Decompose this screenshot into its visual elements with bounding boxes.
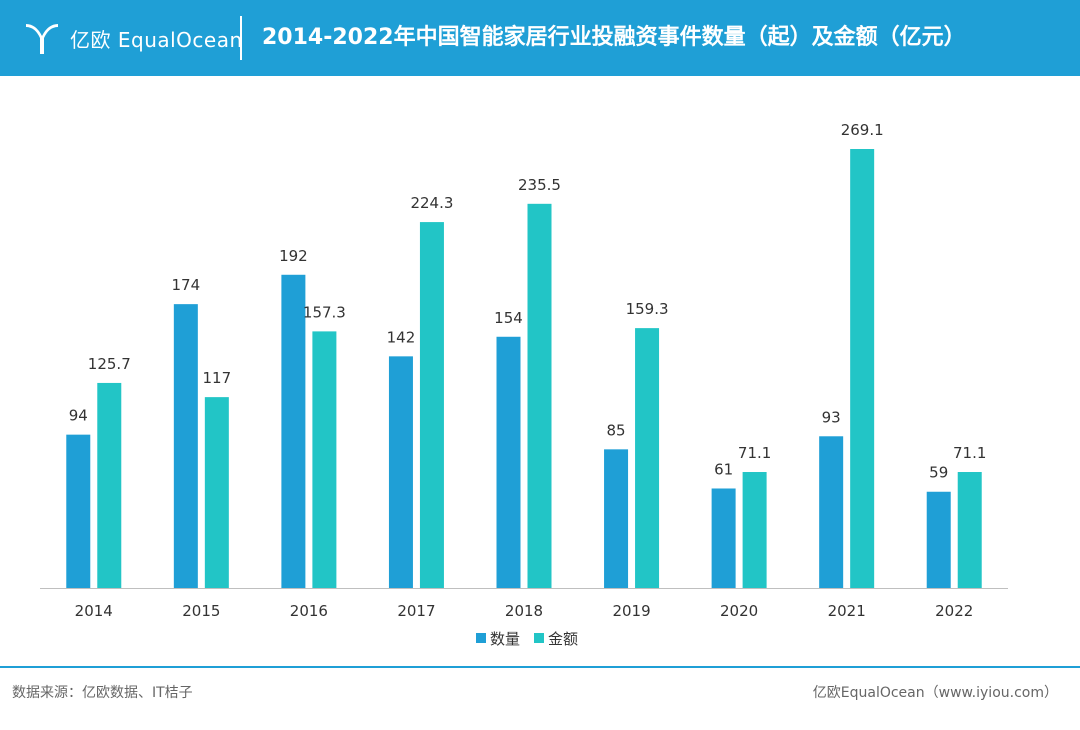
- header-bar: 亿欧 EqualOcean 2014-2022年中国智能家居行业投融资事件数量（…: [0, 0, 1080, 76]
- x-tick-label-2018: 2018: [505, 602, 543, 620]
- legend-label-amount: 金额: [548, 630, 578, 648]
- bar-count-2018: [496, 336, 521, 588]
- data-label-count-2016: 192: [279, 247, 308, 265]
- data-label-count-2019: 85: [607, 421, 626, 439]
- bar-amount-2014: [97, 382, 122, 588]
- data-label-count-2017: 142: [387, 328, 416, 346]
- bar-amount-2021: [850, 149, 875, 588]
- data-label-amount-2020: 71.1: [738, 444, 771, 462]
- data-label-count-2014: 94: [69, 407, 88, 425]
- data-source: 数据来源：亿欧数据、IT桔子: [12, 685, 193, 701]
- x-tick-label-2020: 2020: [720, 602, 758, 620]
- x-tick-label-2014: 2014: [75, 602, 113, 620]
- x-tick-label-2016: 2016: [290, 602, 328, 620]
- data-label-count-2022: 59: [929, 464, 948, 482]
- data-label-count-2020: 61: [714, 460, 733, 478]
- data-label-amount-2022: 71.1: [953, 444, 986, 462]
- x-tick-label-2022: 2022: [935, 602, 973, 620]
- data-label-amount-2015: 117: [203, 369, 232, 387]
- data-label-amount-2021: 269.1: [841, 121, 884, 139]
- bar-count-2022: [926, 491, 951, 588]
- bar-amount-2017: [419, 222, 444, 589]
- data-label-amount-2014: 125.7: [88, 355, 131, 373]
- legend-swatch-count: [476, 633, 486, 643]
- bar-count-2016: [281, 274, 306, 588]
- data-label-amount-2016: 157.3: [303, 303, 346, 321]
- bar-count-2019: [604, 449, 629, 588]
- bar-count-2017: [388, 356, 413, 588]
- bar-count-2015: [173, 304, 198, 588]
- bar-amount-2015: [204, 397, 229, 588]
- site-credit: 亿欧EqualOcean（www.iyiou.com）: [812, 685, 1058, 701]
- chart-title: 2014-2022年中国智能家居行业投融资事件数量（起）及金额（亿元）: [262, 25, 966, 50]
- x-tick-label-2015: 2015: [182, 602, 220, 620]
- bar-amount-2020: [742, 472, 767, 588]
- bar-chart: 94 125.7 2014 174 117 2015 192 157.3 2016 142 224.…: [40, 121, 1008, 648]
- legend-label-count: 数量: [490, 630, 520, 648]
- bar-count-2021: [819, 436, 844, 588]
- data-label-amount-2017: 224.3: [410, 194, 453, 212]
- bar-amount-2016: [312, 331, 337, 588]
- data-label-amount-2019: 159.3: [626, 300, 669, 318]
- equalocean-logo-icon: [26, 24, 58, 54]
- legend-swatch-amount: [534, 633, 544, 643]
- logo: 亿欧 EqualOcean: [22, 16, 243, 60]
- footer-divider: [0, 666, 1080, 668]
- x-tick-label-2017: 2017: [397, 602, 435, 620]
- data-label-amount-2018: 235.5: [518, 176, 561, 194]
- x-tick-label-2021: 2021: [828, 602, 866, 620]
- bar-amount-2019: [635, 328, 660, 588]
- data-label-count-2015: 174: [172, 276, 201, 294]
- bar-amount-2022: [957, 472, 982, 588]
- brand-name: 亿欧 EqualOcean: [70, 27, 243, 52]
- bar-count-2014: [66, 434, 91, 588]
- data-label-count-2021: 93: [822, 408, 841, 426]
- header-divider: [240, 16, 242, 60]
- x-tick-label-2019: 2019: [612, 602, 650, 620]
- bar-count-2020: [711, 488, 736, 588]
- data-label-count-2018: 154: [494, 309, 523, 327]
- bar-amount-2018: [527, 203, 552, 588]
